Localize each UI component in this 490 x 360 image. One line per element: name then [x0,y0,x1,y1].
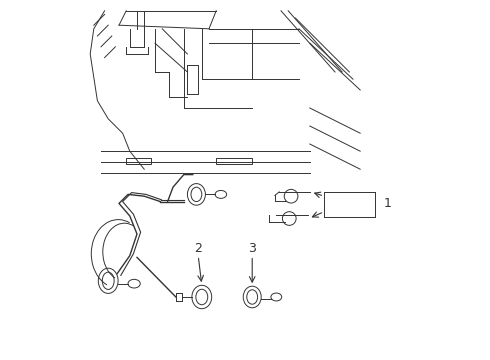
Text: 1: 1 [383,197,391,210]
Text: 2: 2 [194,242,202,255]
Text: 3: 3 [248,242,256,255]
